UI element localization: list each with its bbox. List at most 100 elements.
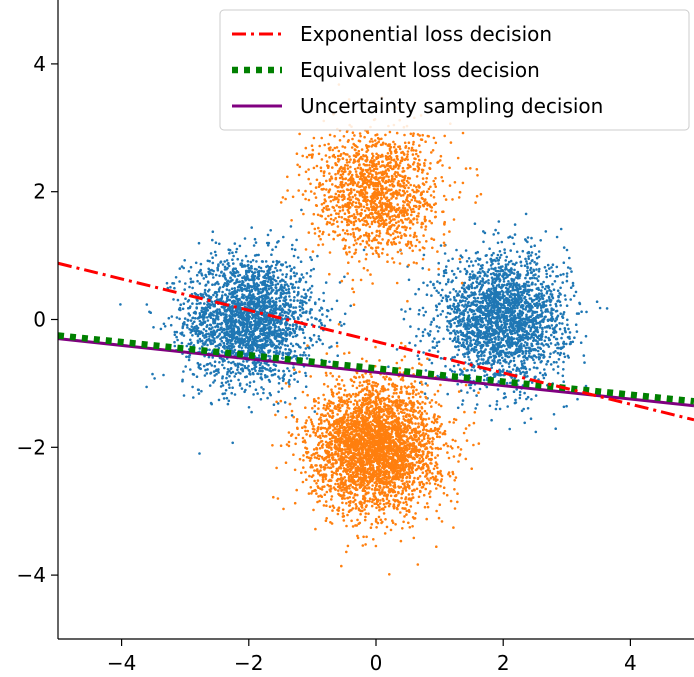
data-point (566, 354, 570, 358)
data-point (402, 317, 406, 321)
data-point (198, 452, 201, 455)
data-point (571, 281, 575, 285)
data-point (504, 259, 508, 262)
data-point (173, 333, 177, 337)
data-point (571, 284, 575, 287)
data-point (235, 278, 239, 281)
data-point (233, 313, 237, 316)
data-point (545, 363, 548, 366)
data-point (525, 323, 528, 326)
data-point (529, 417, 533, 421)
data-point (509, 310, 513, 314)
data-point (231, 370, 235, 374)
data-point (232, 262, 235, 265)
data-point (549, 303, 552, 307)
data-point (542, 294, 546, 297)
data-point (304, 347, 308, 350)
data-point (230, 331, 234, 335)
data-point (552, 360, 556, 364)
data-point (221, 375, 224, 378)
data-point (479, 264, 483, 268)
data-point (503, 283, 506, 287)
data-point (537, 316, 540, 319)
data-point (295, 272, 299, 275)
data-point (221, 294, 224, 297)
data-point (211, 273, 214, 276)
data-point (566, 323, 569, 327)
data-point (287, 348, 291, 351)
data-point (470, 260, 473, 263)
data-point (207, 281, 210, 284)
data-point (456, 353, 459, 357)
data-point (556, 346, 559, 350)
data-point (489, 258, 492, 261)
data-point (226, 372, 229, 376)
data-point (247, 286, 251, 290)
data-point (568, 337, 571, 340)
data-point (261, 350, 265, 354)
data-point (508, 427, 512, 431)
data-point (259, 376, 263, 380)
data-point (205, 372, 209, 375)
data-point (502, 396, 506, 400)
data-point (209, 372, 212, 375)
data-point (459, 300, 462, 304)
data-point (214, 309, 218, 313)
data-point (486, 340, 490, 344)
data-point (281, 328, 285, 331)
data-point (448, 321, 451, 325)
data-point (524, 298, 528, 302)
data-point (434, 304, 438, 308)
data-point (550, 319, 554, 323)
data-point (259, 372, 263, 376)
data-point (295, 342, 298, 346)
data-point (212, 320, 216, 323)
data-point (513, 293, 516, 297)
data-point (320, 306, 323, 310)
data-point (252, 302, 256, 306)
data-point (282, 377, 286, 381)
data-point (480, 293, 484, 296)
data-point (220, 330, 224, 334)
data-point (297, 280, 301, 283)
data-point (524, 282, 527, 286)
data-point (216, 369, 220, 373)
data-point (184, 297, 187, 301)
data-point (276, 339, 280, 343)
data-point (187, 355, 191, 358)
data-point (214, 241, 218, 244)
data-point (498, 371, 502, 375)
data-point (248, 381, 252, 384)
data-point (551, 282, 554, 286)
data-point (246, 277, 250, 281)
data-point (212, 381, 215, 384)
data-point (510, 298, 513, 302)
data-point (539, 323, 542, 327)
data-point (473, 312, 477, 316)
data-point (467, 355, 470, 359)
data-point (284, 339, 288, 343)
data-point (187, 299, 191, 302)
data-point (507, 280, 510, 283)
data-point (439, 244, 443, 247)
data-point (218, 308, 221, 311)
data-point (437, 291, 440, 295)
data-point (269, 393, 273, 397)
data-point (228, 386, 231, 390)
data-point (261, 343, 265, 346)
data-point (441, 296, 445, 300)
data-point (287, 285, 290, 288)
data-point (447, 329, 450, 332)
data-point (188, 328, 191, 331)
data-point (531, 312, 534, 315)
data-point (459, 322, 463, 326)
data-point (206, 362, 210, 366)
data-point (228, 289, 231, 292)
data-point (466, 391, 469, 394)
data-point (278, 299, 282, 303)
data-point (565, 304, 569, 308)
data-point (543, 266, 547, 269)
data-point (293, 296, 296, 299)
data-point (526, 338, 530, 341)
data-point (424, 382, 428, 385)
